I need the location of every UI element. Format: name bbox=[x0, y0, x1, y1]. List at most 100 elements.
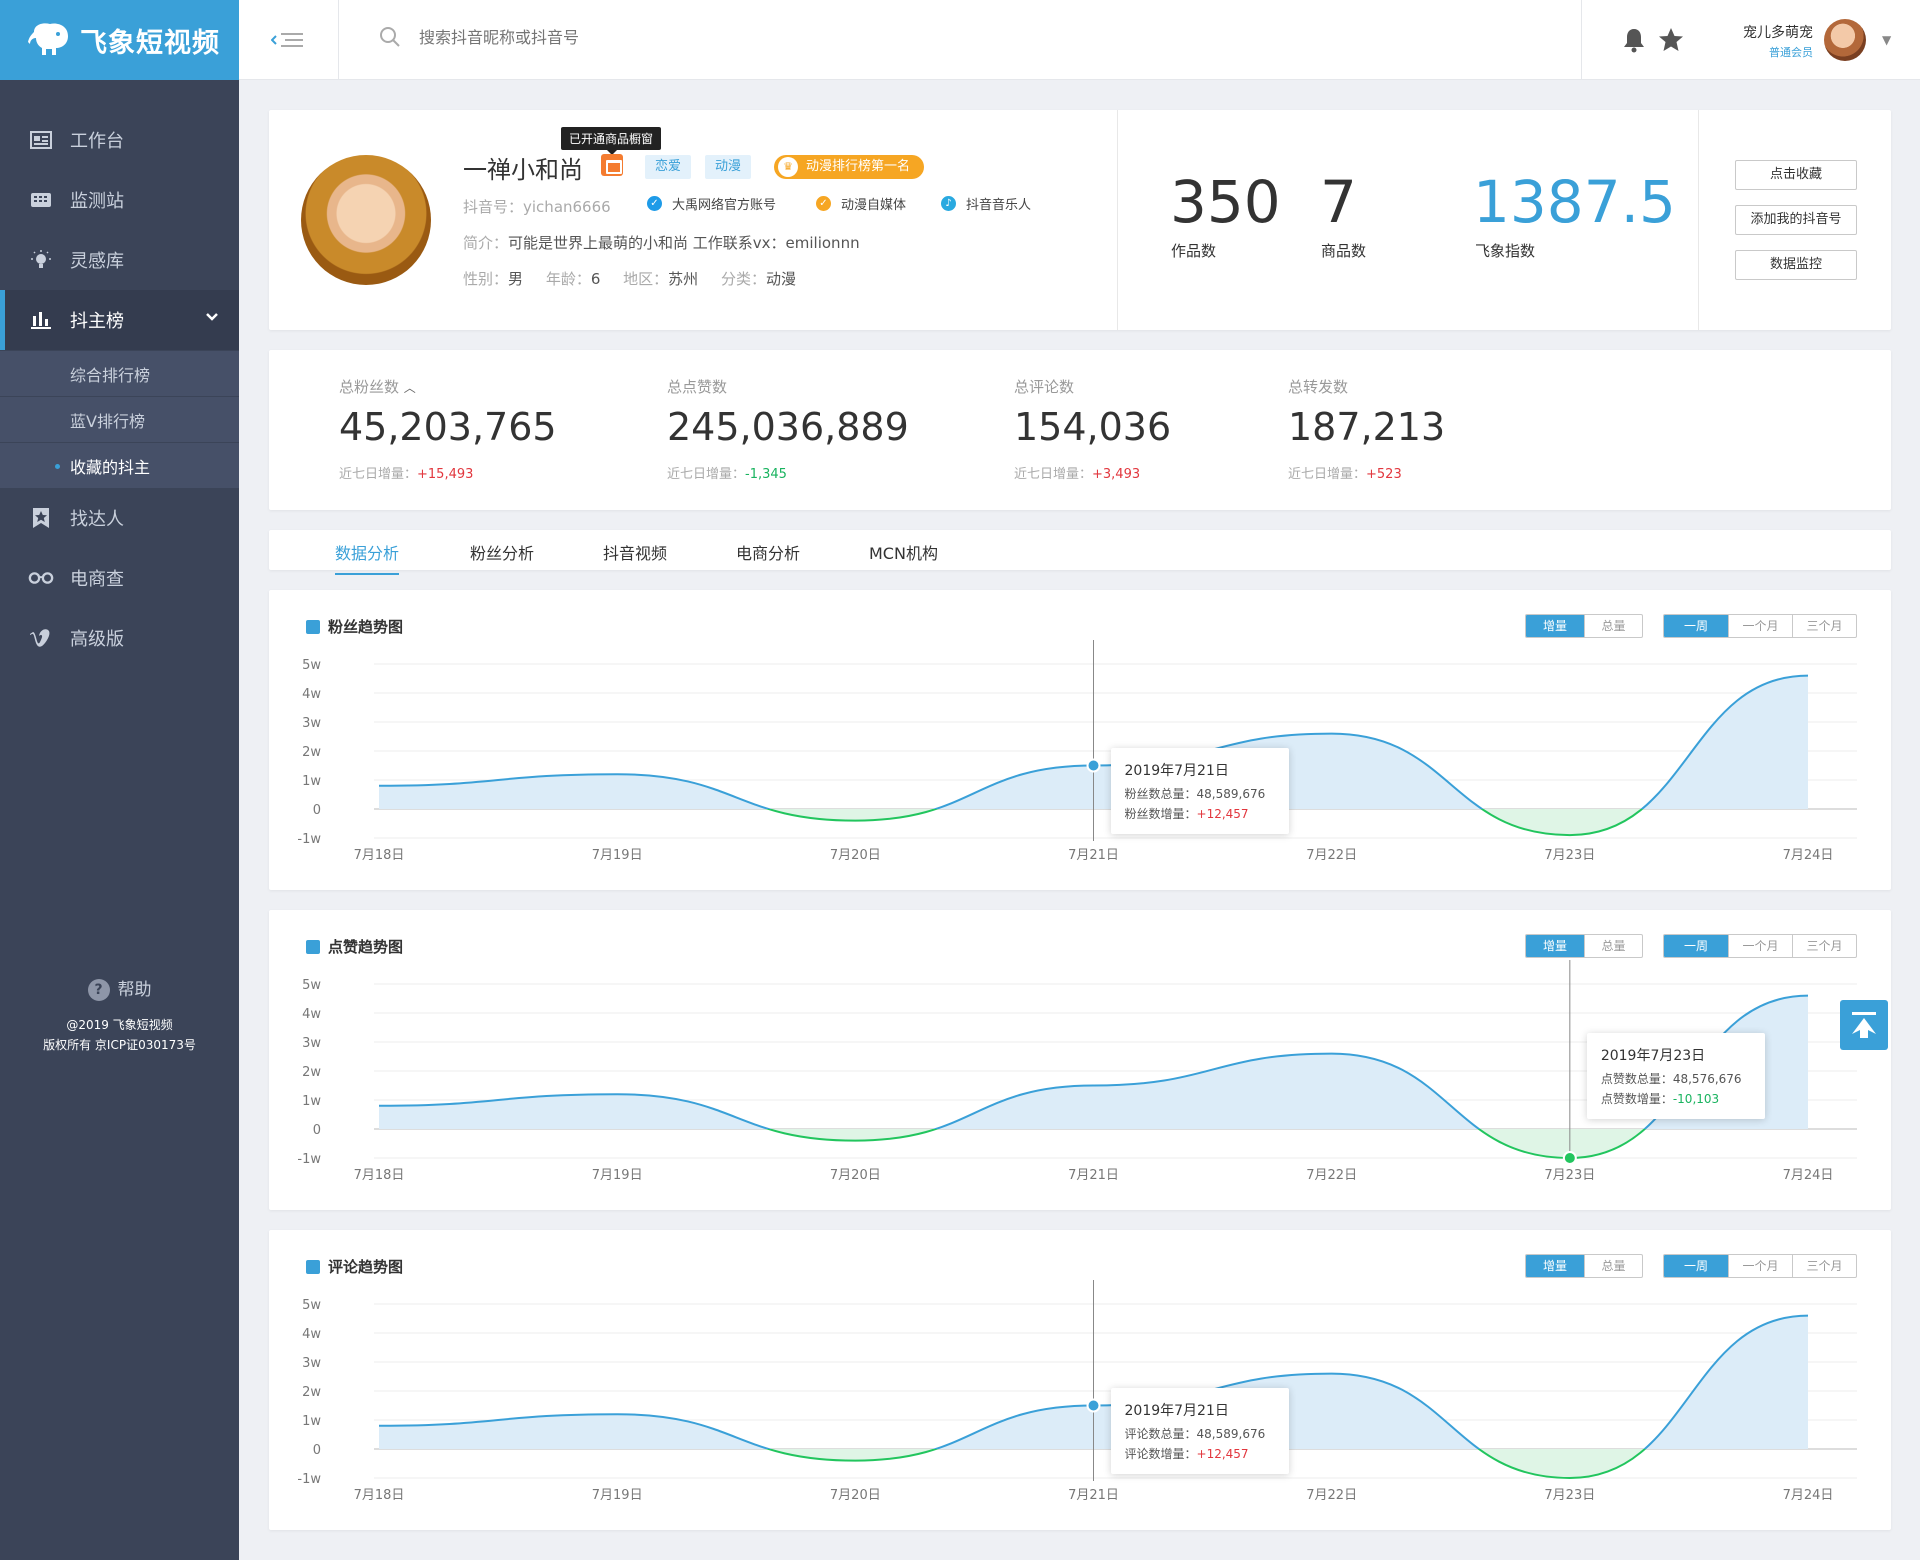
sidebar-item-ecommerce[interactable]: 电商查 bbox=[0, 548, 239, 608]
chart-tooltip: 2019年7月23日 点赞数总量：48,576,676 点赞数增量：-10,103 bbox=[1586, 1033, 1765, 1119]
tag-anime[interactable]: 动漫 bbox=[705, 155, 752, 179]
y-tick-label: 0 bbox=[313, 803, 321, 818]
tab-douyin-videos[interactable]: 抖音视频 bbox=[603, 544, 668, 563]
chart-title-text: 评论趋势图 bbox=[328, 1258, 404, 1276]
sidebar-item-label: 电商查 bbox=[70, 569, 124, 590]
y-tick-label: 4w bbox=[302, 687, 321, 702]
rank-badge-label: 动漫排行榜第一名 bbox=[806, 159, 911, 174]
sidebar-item-douzhu-rank[interactable]: 抖主榜 bbox=[0, 290, 239, 350]
sidebar-item-find-talent[interactable]: 找达人 bbox=[0, 488, 239, 548]
range-toggle: 一周 一个月 三个月 bbox=[1663, 1254, 1857, 1278]
x-tick-label: 7月21日 bbox=[1068, 1488, 1119, 1503]
data-monitor-button[interactable]: 数据监控 bbox=[1735, 250, 1857, 280]
bell-icon[interactable] bbox=[1622, 27, 1646, 53]
sidebar-subitem-label: 蓝V排行榜 bbox=[70, 411, 145, 431]
sidebar-subitem-label: 综合排行榜 bbox=[70, 365, 151, 385]
user-info: 宠儿多萌宠 普通会员 bbox=[1713, 22, 1813, 60]
tab-ecommerce-analysis[interactable]: 电商分析 bbox=[736, 544, 801, 563]
menu-collapse-button[interactable] bbox=[239, 0, 339, 80]
sidebar-item-workbench[interactable]: 工作台 bbox=[0, 110, 239, 170]
x-tick-label: 7月24日 bbox=[1783, 1168, 1834, 1183]
feixiang-index-value: 1387.5 bbox=[1473, 168, 1676, 236]
sidebar-subitem-bluev-rank[interactable]: 蓝V排行榜 bbox=[0, 396, 239, 442]
growth-value: +3,493 bbox=[1092, 467, 1141, 482]
app-name: 飞象短视频 bbox=[80, 27, 220, 59]
y-tick-label: 5w bbox=[302, 978, 321, 993]
tag-love[interactable]: 恋爱 bbox=[645, 155, 692, 179]
workbench-icon bbox=[28, 129, 54, 151]
x-tick-label: 7月22日 bbox=[1306, 848, 1357, 863]
sidebar-item-label: 找达人 bbox=[70, 509, 124, 530]
caret-down-icon[interactable]: ▼ bbox=[1882, 33, 1892, 47]
growth-value: +15,493 bbox=[417, 467, 474, 482]
favorite-button[interactable]: 点击收藏 bbox=[1735, 160, 1857, 190]
mode-total-button[interactable]: 总量 bbox=[1584, 1255, 1642, 1277]
sidebar-subitem-overall-rank[interactable]: 综合排行榜 bbox=[0, 350, 239, 396]
range-3month-button[interactable]: 三个月 bbox=[1792, 615, 1856, 637]
range-week-button[interactable]: 一周 bbox=[1664, 615, 1728, 637]
verification-label: 抖音音乐人 bbox=[966, 198, 1032, 213]
range-week-button[interactable]: 一周 bbox=[1664, 1255, 1728, 1277]
mode-total-button[interactable]: 总量 bbox=[1584, 935, 1642, 957]
mode-increment-button[interactable]: 增量 bbox=[1526, 615, 1584, 637]
x-tick-label: 7月20日 bbox=[830, 848, 881, 863]
total-growth: 近七日增量：+15,493 bbox=[339, 467, 474, 482]
y-tick-label: 5w bbox=[302, 658, 321, 673]
profile-avatar bbox=[301, 155, 431, 285]
attributes-row: 性别：男 年龄：6 地区：苏州 分类：动漫 bbox=[463, 268, 796, 289]
range-3month-button[interactable]: 三个月 bbox=[1792, 1255, 1856, 1277]
chart-tooltip: 2019年7月21日 粉丝数总量：48,589,676 粉丝数增量：+12,457 bbox=[1110, 748, 1289, 834]
help-link[interactable]: ? 帮助 bbox=[0, 975, 239, 1001]
star-icon[interactable] bbox=[1658, 27, 1684, 53]
tab-fans-analysis[interactable]: 粉丝分析 bbox=[470, 544, 535, 563]
y-tick-label: 1w bbox=[302, 1094, 321, 1109]
x-tick-label: 7月18日 bbox=[354, 848, 405, 863]
sidebar-item-monitor[interactable]: 监测站 bbox=[0, 170, 239, 230]
range-week-button[interactable]: 一周 bbox=[1664, 935, 1728, 957]
star-bookmark-icon bbox=[28, 507, 54, 529]
sidebar-subitem-favorites[interactable]: 收藏的抖主 bbox=[0, 442, 239, 488]
verification-musician: ♪ 抖音音乐人 bbox=[941, 194, 1031, 213]
x-tick-label: 7月19日 bbox=[592, 1488, 643, 1503]
range-month-button[interactable]: 一个月 bbox=[1728, 615, 1792, 637]
total-value: 45,203,765 bbox=[339, 405, 557, 449]
sidebar-submenu: 综合排行榜 蓝V排行榜 收藏的抖主 bbox=[0, 350, 239, 488]
chevron-up-icon[interactable]: ︿ bbox=[403, 381, 416, 395]
douyin-id-row: 抖音号：yichan6666 bbox=[463, 196, 611, 217]
intro-label: 简介： bbox=[463, 234, 509, 252]
app-logo[interactable]: 飞象短视频 bbox=[0, 0, 239, 80]
add-my-account-button[interactable]: 添加我的抖音号 bbox=[1735, 205, 1857, 235]
copyright: @2019 飞象短视频 版权所有 京ICP证030173号 bbox=[0, 1015, 239, 1055]
glasses-icon bbox=[28, 567, 54, 589]
back-to-top-button[interactable] bbox=[1840, 1000, 1888, 1050]
verification-label: 动漫自媒体 bbox=[841, 198, 907, 213]
rank-badge[interactable]: ♛ 动漫排行榜第一名 bbox=[774, 155, 925, 179]
sidebar-item-premium[interactable]: 高级版 bbox=[0, 608, 239, 668]
tab-mcn[interactable]: MCN机构 bbox=[869, 544, 938, 563]
range-month-button[interactable]: 一个月 bbox=[1728, 1255, 1792, 1277]
avatar[interactable] bbox=[1824, 19, 1866, 61]
mode-increment-button[interactable]: 增量 bbox=[1526, 1255, 1584, 1277]
tab-data-analysis[interactable]: 数据分析 bbox=[335, 540, 400, 575]
header-user-area: 宠儿多萌宠 普通会员 ▼ bbox=[1581, 0, 1920, 80]
total-label: 总转发数 bbox=[1288, 378, 1349, 396]
verification-official: ✓ 大禹网络官方账号 bbox=[647, 194, 776, 213]
feixiang-index-label: 飞象指数 bbox=[1475, 242, 1536, 260]
legend-square-icon bbox=[306, 939, 320, 954]
x-tick-label: 7月23日 bbox=[1544, 1488, 1595, 1503]
legend-square-icon bbox=[306, 619, 320, 634]
range-3month-button[interactable]: 三个月 bbox=[1792, 935, 1856, 957]
total-likes: 总点赞数 245,036,889 近七日增量：-1,345 bbox=[667, 376, 909, 482]
works-label: 作品数 bbox=[1171, 242, 1217, 260]
sidebar-item-inspiration[interactable]: 灵感库 bbox=[0, 230, 239, 290]
mode-increment-button[interactable]: 增量 bbox=[1526, 935, 1584, 957]
elephant-logo-icon bbox=[28, 23, 68, 55]
age-label: 年龄： bbox=[545, 270, 591, 288]
tooltip-total: 评论数总量：48,589,676 bbox=[1124, 1427, 1266, 1441]
shop-window-icon[interactable] bbox=[601, 154, 623, 176]
search-input[interactable] bbox=[419, 27, 719, 47]
total-label: 总点赞数 bbox=[667, 378, 728, 396]
range-month-button[interactable]: 一个月 bbox=[1728, 935, 1792, 957]
vimeo-icon bbox=[28, 627, 54, 649]
mode-total-button[interactable]: 总量 bbox=[1584, 615, 1642, 637]
